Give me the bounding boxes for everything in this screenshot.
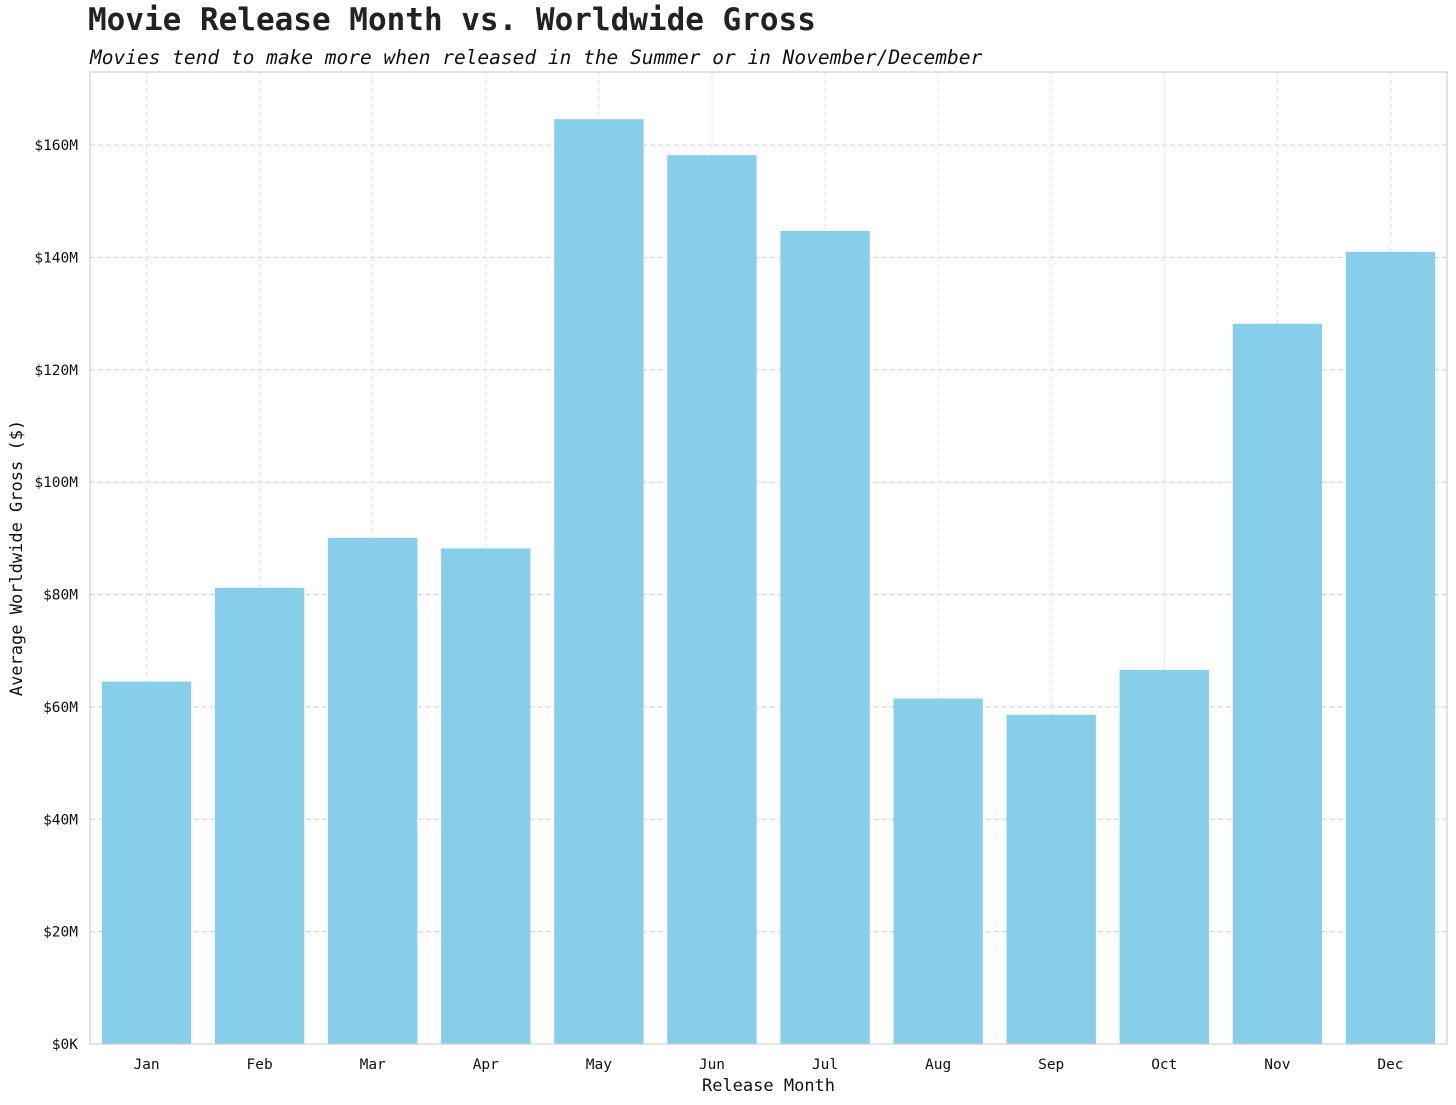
- bar-apr: [441, 548, 531, 1044]
- plot-frame: [89, 71, 1448, 1045]
- bars-layer: [101, 119, 1436, 1045]
- x-tick-label: Jul: [812, 1057, 838, 1073]
- x-tick-label: Mar: [360, 1057, 386, 1073]
- x-tick-label: Nov: [1264, 1057, 1290, 1073]
- y-tick-label: $160M: [34, 138, 78, 154]
- x-tick-label: Apr: [473, 1057, 499, 1073]
- bar-jul: [780, 231, 870, 1044]
- bar-oct: [1119, 669, 1209, 1044]
- bar-may: [554, 119, 644, 1044]
- bar-jan: [101, 681, 192, 1044]
- x-tick-label: May: [586, 1057, 612, 1073]
- x-tick-label: Sep: [1038, 1057, 1064, 1073]
- y-tick-label: $40M: [43, 812, 78, 828]
- y-tick-label: $20M: [43, 925, 78, 941]
- y-axis-label: Average Worldwide Gross ($): [7, 420, 27, 696]
- x-tick-label: Jun: [699, 1057, 725, 1073]
- chart-subtitle: Movies tend to make more when released i…: [90, 46, 983, 69]
- y-tick-label: $80M: [43, 588, 78, 604]
- x-tick-label: Jan: [133, 1057, 159, 1073]
- x-axis: Jan Feb Mar Apr May Jun Jul Aug Sep Oct Nov Dec: [133, 1057, 1403, 1073]
- bar-jun: [667, 155, 757, 1045]
- bar-feb: [214, 587, 305, 1044]
- y-tick-label: $0K: [52, 1037, 78, 1053]
- bar-sep: [1006, 714, 1096, 1044]
- bar-mar: [328, 537, 418, 1044]
- y-tick-label: $100M: [34, 475, 78, 491]
- y-tick-label: $140M: [34, 250, 78, 266]
- x-tick-label: Feb: [247, 1057, 273, 1073]
- x-axis-label: Release Month: [702, 1076, 835, 1096]
- x-tick-label: Dec: [1377, 1057, 1403, 1073]
- chart-title: Movie Release Month vs. Worldwide Gross: [88, 2, 816, 38]
- y-tick-label: $120M: [34, 363, 78, 379]
- bar-nov: [1232, 323, 1323, 1044]
- y-axis: $0K $20M $40M $60M $80M $100M $120M $140M $160M: [34, 138, 78, 1053]
- x-tick-label: Aug: [925, 1057, 951, 1073]
- y-tick-label: $60M: [43, 700, 78, 716]
- bar-aug: [893, 698, 983, 1044]
- x-tick-label: Oct: [1151, 1057, 1177, 1073]
- bar-dec: [1345, 251, 1436, 1045]
